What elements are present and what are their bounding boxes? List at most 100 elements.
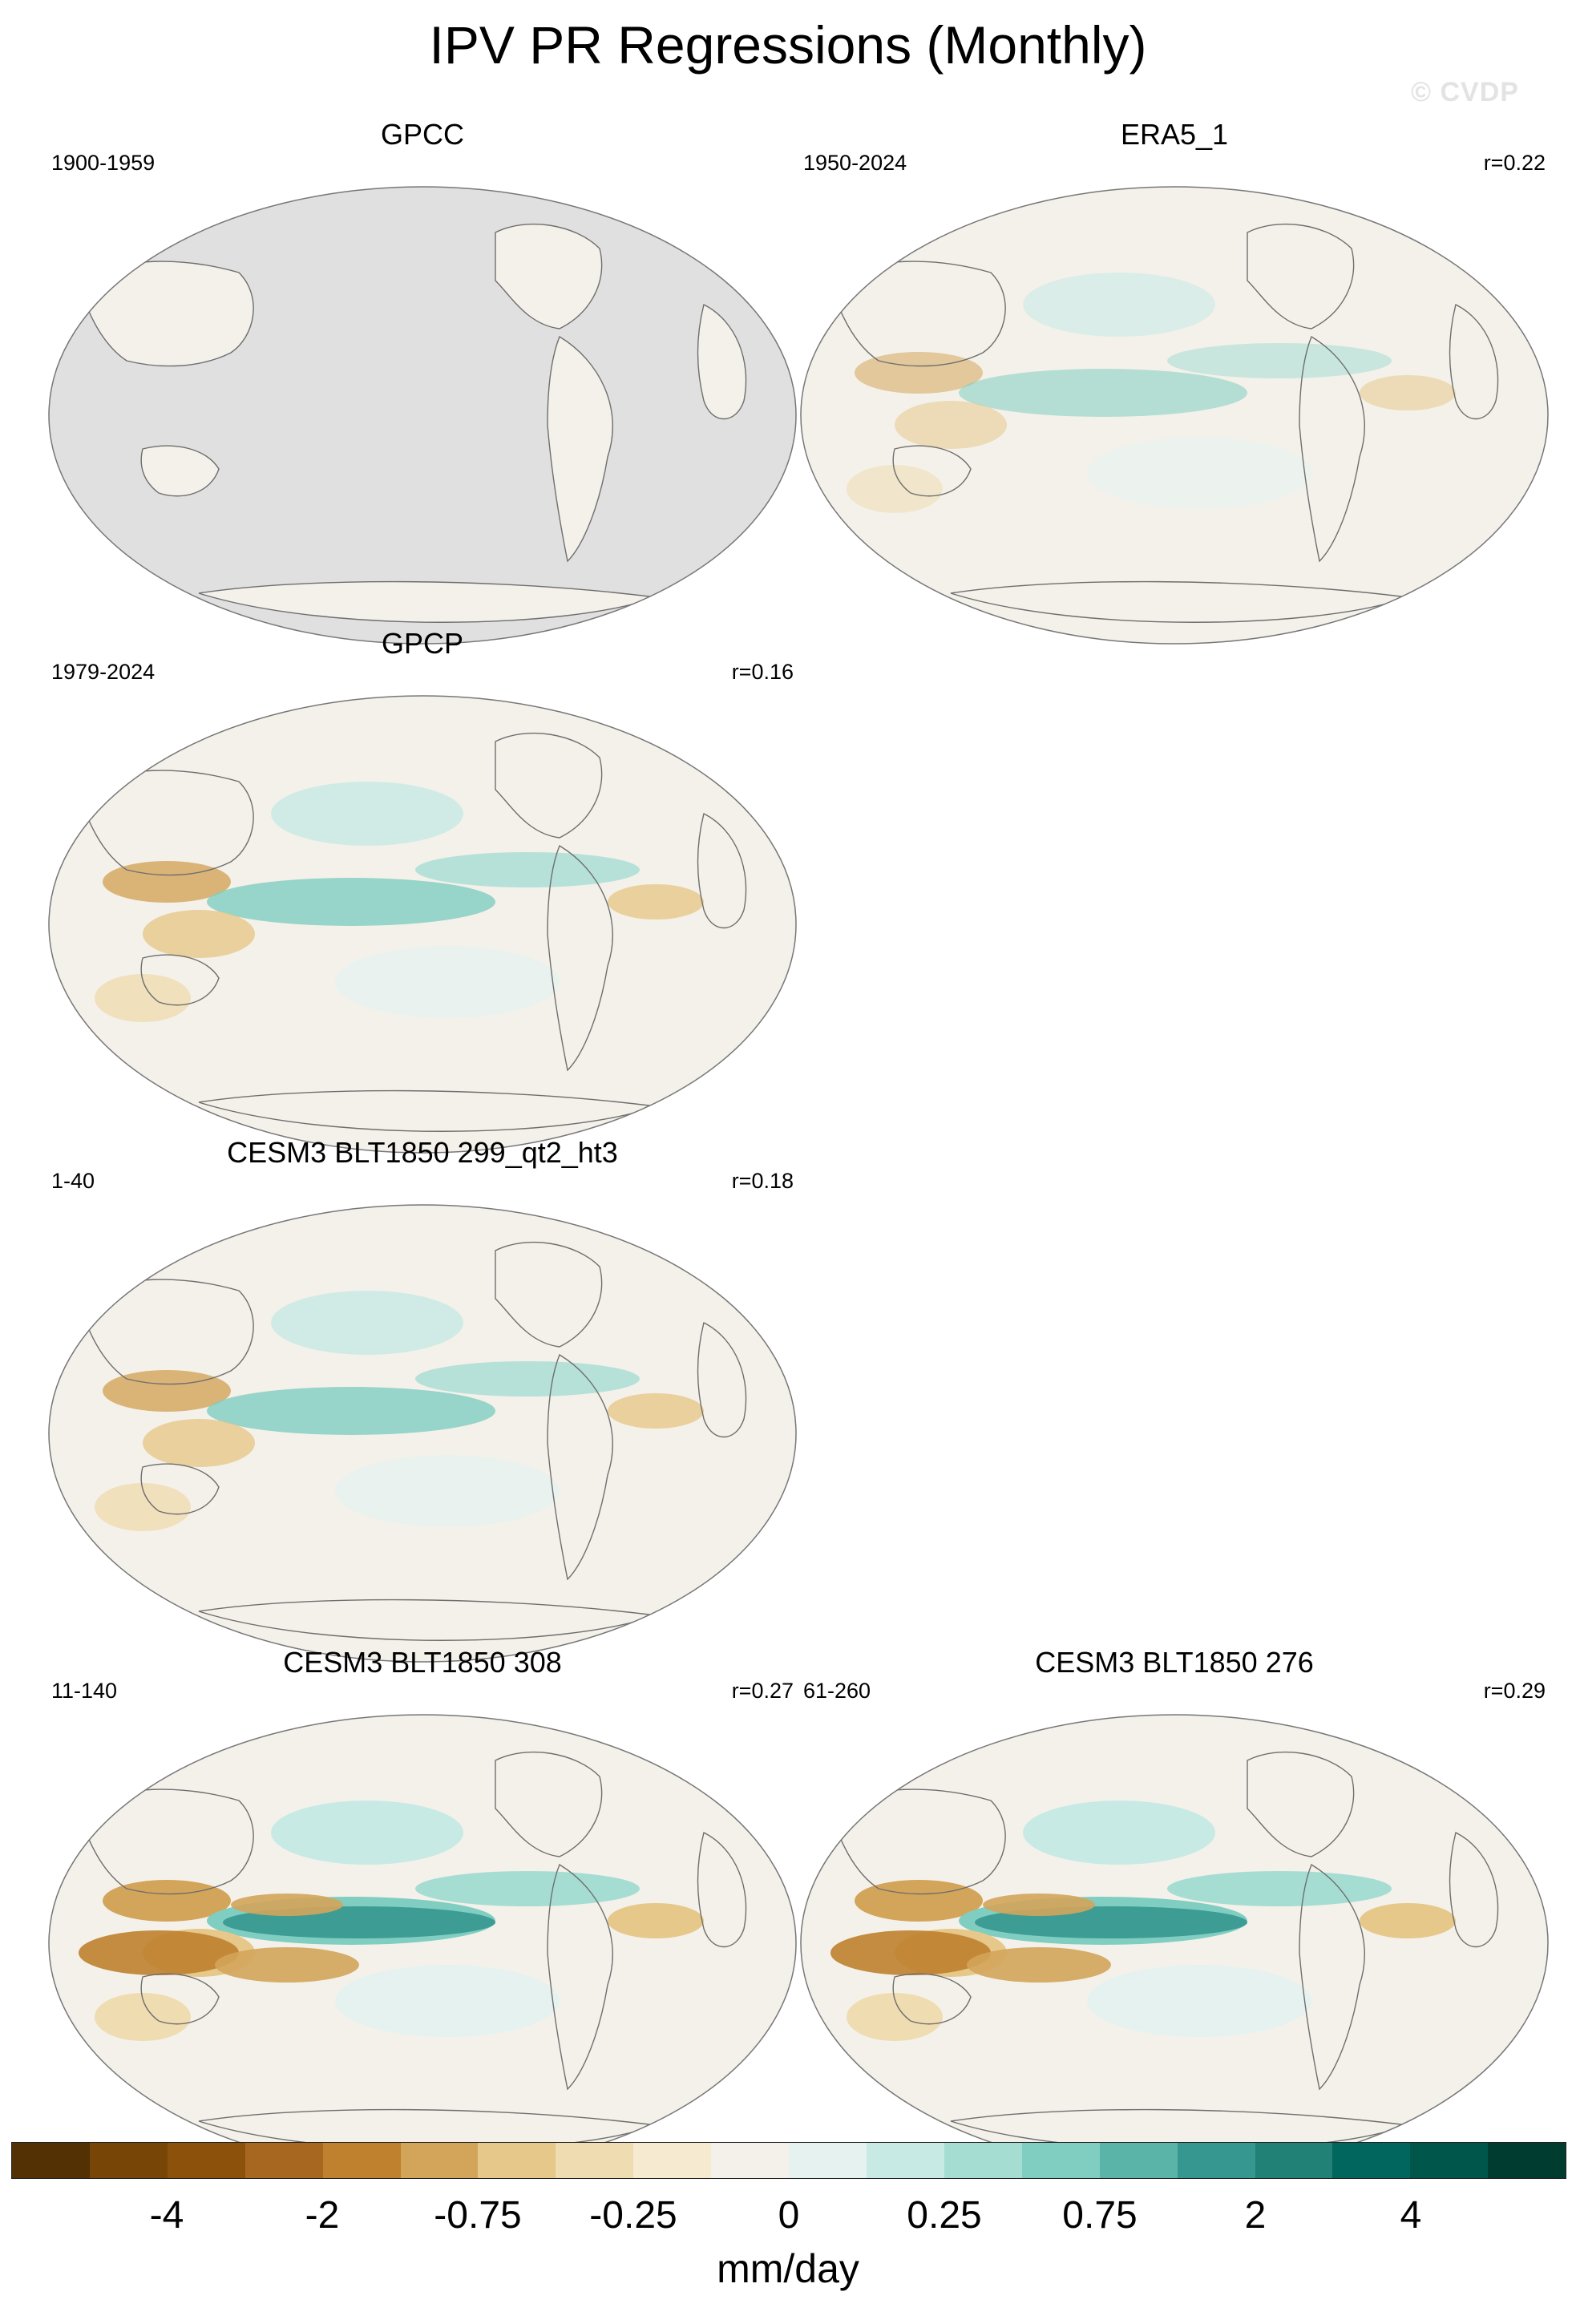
- coastline: [495, 1241, 603, 1348]
- anomaly-blob: [95, 974, 191, 1022]
- anomaly-blob: [415, 852, 640, 887]
- colorbar-box: [789, 2143, 867, 2178]
- anomaly-blob: [143, 910, 255, 958]
- panel-years: 11-140: [51, 1679, 118, 1703]
- coastline: [1247, 1751, 1355, 1857]
- colorbar-labels: -4 -2 -0.75 -0.25 0 0.25 0.75 2 4: [0, 2192, 1576, 2240]
- anomaly-blob: [959, 369, 1247, 417]
- panel-correlation: r=0.27: [731, 1679, 794, 1703]
- anomaly-core: [231, 1894, 343, 1916]
- colorbar-box: [1488, 2143, 1566, 2178]
- anomaly-blob: [1360, 375, 1456, 410]
- panel-title: ERA5_1: [1120, 118, 1229, 151]
- anomaly-blob: [1023, 273, 1215, 337]
- coastline: [830, 1788, 1006, 1895]
- colorbar-box: [1410, 2143, 1489, 2178]
- coastline: [495, 223, 603, 329]
- panel-title: CESM3 BLT1850 276: [1035, 1646, 1314, 1679]
- world-map: [800, 1714, 1549, 2172]
- colorbar-box: [1021, 2143, 1100, 2178]
- map-border: [800, 186, 1549, 645]
- anomaly-blob: [271, 1291, 463, 1355]
- colorbar-box: [400, 2143, 479, 2178]
- colorbar-box: [478, 2143, 556, 2178]
- anomaly-blob: [608, 1393, 704, 1429]
- panel-title: CESM3 BLT1850 308: [283, 1646, 562, 1679]
- panel-title: GPCP: [381, 627, 464, 660]
- coastline: [1449, 1831, 1499, 1948]
- anomaly-core: [215, 1947, 359, 1982]
- coastline: [140, 445, 220, 497]
- anomaly-blob: [415, 1871, 640, 1906]
- anomaly-blob: [608, 884, 704, 919]
- coastline: [495, 732, 603, 839]
- land-data-region: [141, 446, 219, 496]
- anomaly-blob: [335, 1965, 560, 2037]
- coastline: [1247, 223, 1355, 329]
- coastline: [1299, 335, 1365, 563]
- map-border: [48, 186, 797, 645]
- panel-correlation: r=0.22: [1483, 151, 1546, 175]
- anomaly-blob: [1360, 1903, 1456, 1938]
- colorbar-box: [1177, 2143, 1255, 2178]
- panel-cesm3-276: CESM3 BLT1850 276 61-260 r=0.29: [798, 1645, 1550, 2172]
- panel-title: GPCC: [380, 118, 464, 151]
- coastline: [78, 1788, 254, 1895]
- panel-years: 61-260: [803, 1679, 871, 1703]
- colorbar-tick-label: -4: [149, 2194, 184, 2237]
- world-map: [800, 186, 1549, 645]
- world-map: [48, 1714, 797, 2172]
- land-data-region: [79, 261, 254, 366]
- coastline: [78, 261, 254, 367]
- panel-gpcp: GPCP 1979-2024 r=0.16: [46, 626, 798, 1154]
- anomaly-blob: [271, 782, 463, 846]
- map-background: [801, 1715, 1548, 2172]
- coastline: [892, 1973, 972, 2025]
- anomaly-blob: [1023, 1801, 1215, 1865]
- coastline: [892, 445, 972, 497]
- map-background: [49, 1715, 796, 2172]
- coastline: [140, 1973, 220, 2025]
- colorbar-tick-label: -0.75: [434, 2194, 522, 2237]
- world-map: [48, 186, 797, 645]
- colorbar-tick-label: 0.25: [907, 2194, 982, 2237]
- colorbar-box: [556, 2143, 634, 2178]
- colorbar-tick-label: -0.25: [589, 2194, 677, 2237]
- coastline: [547, 1863, 613, 2091]
- anomaly-blob: [1167, 1871, 1392, 1906]
- anomaly-blob: [895, 401, 1007, 449]
- anomaly-blob: [1087, 1965, 1311, 2037]
- coastline: [1449, 303, 1499, 420]
- panel-cesm3-308: CESM3 BLT1850 308 11-140 r=0.27: [46, 1645, 798, 2172]
- colorbar-box: [1255, 2143, 1333, 2178]
- anomaly-blob: [335, 946, 560, 1018]
- coastline: [547, 335, 613, 563]
- panel-years: 1900-1959: [51, 151, 156, 175]
- colorbar-box: [244, 2143, 323, 2178]
- colorbar-box: [633, 2143, 712, 2178]
- anomaly-core: [983, 1894, 1095, 1916]
- anomaly-blob: [143, 1419, 255, 1467]
- anomaly-blob: [847, 465, 943, 513]
- land-data-region: [697, 305, 746, 419]
- anomaly-blob: [415, 1361, 640, 1396]
- coastline: [547, 1353, 613, 1581]
- anomaly-blob: [95, 1993, 191, 2041]
- coastline: [78, 770, 254, 876]
- land-data-region: [199, 581, 656, 623]
- anomaly-core: [79, 1930, 239, 1975]
- anomaly-blob: [207, 1387, 495, 1435]
- colorbar-box: [944, 2143, 1022, 2178]
- anomaly-blob: [271, 1801, 463, 1865]
- coastline: [495, 1751, 603, 1857]
- colorbar-tick-label: -2: [305, 2194, 340, 2237]
- anomaly-blob: [847, 1993, 943, 2041]
- map-background: [801, 187, 1548, 644]
- coastline: [140, 954, 220, 1006]
- colorbar-units: mm/day: [717, 2246, 859, 2291]
- colorbar-tick-label: 0.75: [1062, 2194, 1138, 2237]
- panel-correlation: r=0.16: [731, 660, 794, 684]
- colorbar-tick-label: 4: [1400, 2194, 1422, 2237]
- map-border: [48, 1204, 797, 1663]
- coastline: [697, 1321, 747, 1438]
